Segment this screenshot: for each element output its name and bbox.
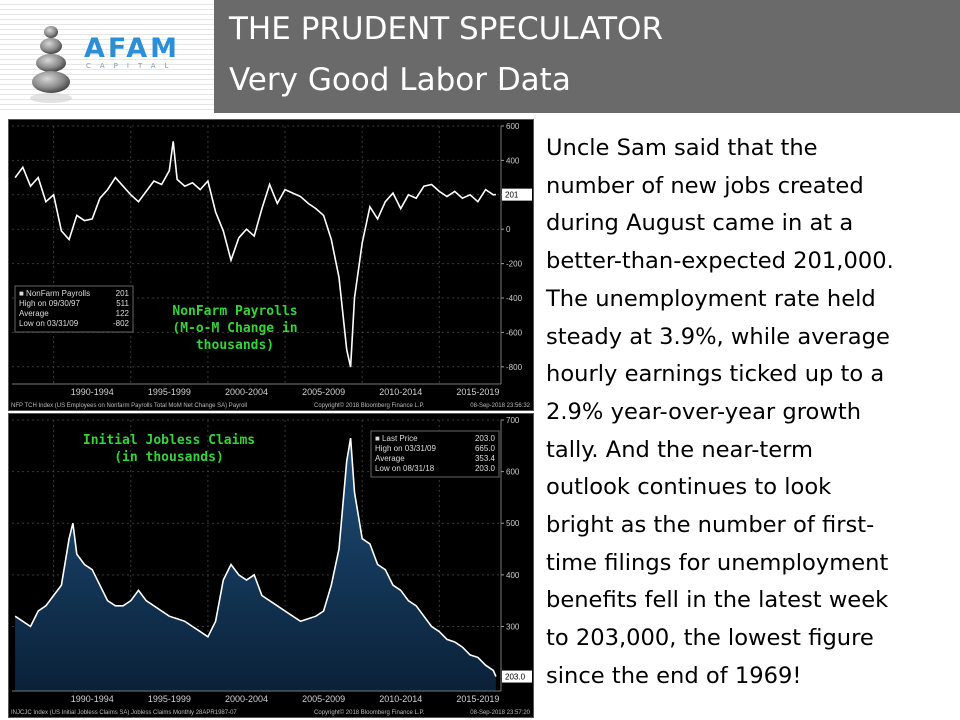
- logo-panel: AFAM CAPITAL: [0, 0, 214, 113]
- chart2-x-tick-label: 1990-1994: [71, 694, 114, 704]
- logo-wordmark: AFAM: [84, 33, 181, 64]
- chart2-y-tick-label: 700: [506, 416, 520, 425]
- chart1-y-tick-label: 400: [506, 156, 520, 165]
- chart1-x-tick-label: 2005-2009: [302, 387, 345, 397]
- chart2-legend-value: 203.0: [475, 464, 496, 473]
- chart1-legend-label: Low on 03/31/09: [19, 319, 79, 328]
- stacked-stones-icon: [30, 26, 72, 103]
- chart1-legend-box: [14, 285, 134, 333]
- chart2-legend-value: 203.0: [475, 434, 496, 443]
- chart1-y-tick-label: -600: [506, 328, 523, 337]
- chart2-y-tick-label: 500: [506, 519, 520, 528]
- chart1-legend-value: -802: [113, 319, 130, 328]
- chart2-y-tick-label: 600: [506, 468, 520, 477]
- chart1-x-tick-label: 1995-1999: [148, 387, 191, 397]
- chart2-y-tick-label: 300: [506, 622, 520, 631]
- chart1-title-line: (M-o-M Change in: [172, 321, 297, 336]
- chart2-y-tick-label: 400: [506, 571, 520, 580]
- nonfarm-payrolls-svg: 6004002000-200-400-600-8002011990-199419…: [11, 122, 532, 409]
- chart1-legend-label: High on 09/30/97: [19, 299, 80, 308]
- jobless-claims-chart: 700 600 500 400 300 203.0 1990-1994 1995-1999 20…: [8, 413, 534, 718]
- chart1-x-tick-label: 2010-2014: [379, 387, 422, 397]
- chart2-title-line: Initial Jobless Claims: [83, 433, 255, 448]
- jobless-claims-svg: 700 600 500 400 300 203.0 1990-1994 1995-1999 20…: [11, 416, 532, 716]
- chart1-y-tick-label: 0: [506, 225, 511, 234]
- chart1-legend-value: 201: [116, 289, 130, 298]
- chart2-legend-value: 353.4: [475, 454, 496, 463]
- chart1-last-value-box: [502, 188, 532, 201]
- chart2-last-value-box: [502, 670, 532, 683]
- chart1-legend-label: ■ NonFarm Payrolls: [19, 289, 90, 298]
- chart2-x-tick-label: 1995-1999: [148, 694, 191, 704]
- chart1-footer-timestamp: 08-Sep-2018 23:56:32: [470, 403, 530, 409]
- logo-subtitle: CAPITAL: [86, 62, 178, 70]
- page-subtitle: Very Good Labor Data: [229, 62, 571, 98]
- chart2-footer-index: INJCJC Index (US Initial Jobless Claims …: [11, 710, 237, 716]
- nonfarm-payrolls-chart: 6004002000-200-400-600-8002011990-199419…: [8, 119, 534, 411]
- chart1-footer-copyright: Copyright© 2018 Bloomberg Finance L.P.: [314, 402, 425, 409]
- chart1-x-tick-label: 2015-2019: [456, 387, 499, 397]
- chart2-legend-label: Average: [375, 454, 405, 463]
- chart1-series-line: [14, 141, 496, 368]
- chart1-title-line: thousands): [196, 338, 274, 353]
- chart1-y-tick-label: -400: [506, 294, 523, 303]
- chart2-area-fill: [15, 438, 496, 691]
- chart2-footer-timestamp: 08-Sep-2018 23:57:20: [470, 710, 530, 716]
- chart1-last-value-label: 201: [505, 191, 519, 200]
- chart2-legend-value: 665.0: [475, 444, 496, 453]
- chart2-legend-box: [370, 430, 500, 478]
- chart2-last-value-label: 203.0: [505, 673, 526, 682]
- chart1-legend-value: 122: [116, 309, 130, 318]
- chart1-legend-value: 511: [116, 299, 129, 308]
- chart2-series-line: [14, 437, 497, 677]
- chart2-x-tick-label: 2015-2019: [456, 694, 499, 704]
- chart1-y-tick-label: -800: [506, 363, 523, 372]
- header-bar: AFAM CAPITAL THE PRUDENT SPECULATOR Very…: [0, 0, 960, 113]
- chart1-x-tick-label: 1990-1994: [71, 387, 114, 397]
- chart1-footer-index: NFP TCH Index (US Employees on Nonfarm P…: [11, 403, 247, 409]
- chart1-y-tick-label: 600: [506, 122, 520, 131]
- chart1-y-tick-label: -200: [506, 260, 523, 269]
- chart1-legend-label: Average: [19, 309, 49, 318]
- chart1-title-line: NonFarm Payrolls: [172, 304, 297, 319]
- page-title: THE PRUDENT SPECULATOR: [229, 11, 663, 47]
- chart2-x-tick-label: 2000-2004: [225, 694, 268, 704]
- chart2-legend-label: High on 03/31/09: [375, 444, 436, 453]
- chart2-x-tick-label: 2010-2014: [379, 694, 422, 704]
- commentary-text: Uncle Sam said that the number of new jo…: [546, 135, 894, 689]
- logo-background: [0, 0, 214, 113]
- chart2-x-tick-label: 2005-2009: [302, 694, 345, 704]
- chart1-x-tick-label: 2000-2004: [225, 387, 268, 397]
- chart2-title-line: (in thousands): [114, 450, 224, 465]
- chart2-legend-label: ■ Last Price: [375, 434, 418, 443]
- chart2-legend-label: Low on 08/31/18: [375, 464, 435, 473]
- chart2-footer-copyright: Copyright© 2018 Bloomberg Finance L.P.: [314, 709, 425, 716]
